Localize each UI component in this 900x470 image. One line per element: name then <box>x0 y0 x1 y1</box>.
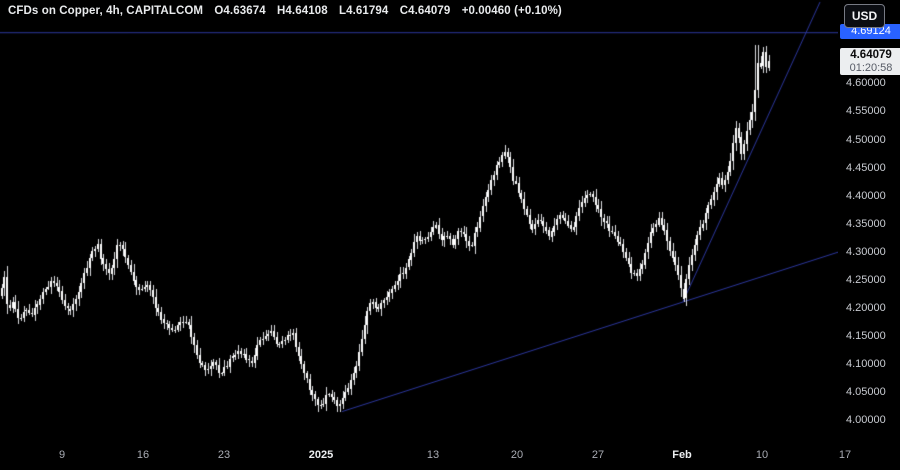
time-tick-label: 23 <box>217 449 231 461</box>
time-tick-label: 2025 <box>308 449 334 461</box>
time-tick-label: 27 <box>591 449 605 461</box>
time-tick-label: 10 <box>755 449 769 461</box>
ohlc-low: L4.61794 <box>339 5 389 17</box>
price-tick-label: 4.60000 <box>846 77 886 90</box>
bar-countdown: 01:20:58 <box>849 61 893 74</box>
price-tick-label: 4.40000 <box>846 189 886 202</box>
time-tick-label: 9 <box>58 449 66 461</box>
price-tick-label: 4.10000 <box>846 357 886 370</box>
price-tick-label: 4.15000 <box>846 329 886 342</box>
time-tick-label: 17 <box>838 449 852 461</box>
time-tick-label: 13 <box>426 449 440 461</box>
ohlc-close: C4.64079 <box>399 5 451 17</box>
price-tick-label: 4.30000 <box>846 245 886 258</box>
ohlc-change: +0.00460 (+0.10%) <box>461 5 562 17</box>
ohlc-open: O4.63674 <box>214 5 266 17</box>
time-tick-label: 16 <box>136 449 150 461</box>
ohlc-high: H4.64108 <box>277 5 328 17</box>
last-price-label: 4.64079 01:20:58 <box>840 47 900 75</box>
currency-button[interactable]: USD <box>844 4 885 28</box>
time-tick-label: Feb <box>672 449 692 461</box>
price-tick-label: 4.45000 <box>846 161 886 174</box>
price-axis[interactable]: 4.00000 4.05000 4.10000 4.15000 4.20000 4.250… <box>838 0 900 442</box>
price-tick-label: 4.20000 <box>846 301 886 314</box>
price-tick-label: 4.00000 <box>846 414 886 426</box>
price-tick-label: 4.05000 <box>846 385 886 398</box>
price-tick-label: 4.50000 <box>846 133 886 146</box>
candlestick-chart[interactable] <box>0 0 838 442</box>
price-tick-label: 4.25000 <box>846 273 886 286</box>
symbol-title[interactable]: CFDs on Copper, 4h, CAPITALCOM <box>8 5 204 17</box>
time-axis[interactable]: 9 16 23 2025 13 20 27 Feb 10 17 <box>0 442 900 470</box>
last-price-value: 4.64079 <box>850 48 892 61</box>
price-tick-label: 4.55000 <box>846 105 886 118</box>
price-tick-label: 4.35000 <box>846 217 886 230</box>
time-tick-label: 20 <box>510 449 524 461</box>
chart-legend: CFDs on Copper, 4h, CAPITALCOM O4.63674 … <box>8 5 562 17</box>
